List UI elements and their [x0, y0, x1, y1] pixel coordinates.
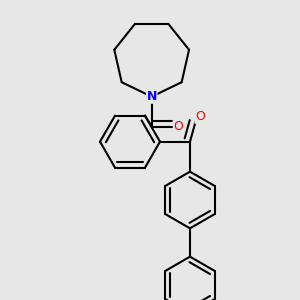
Text: O: O: [195, 110, 205, 123]
Text: N: N: [146, 90, 157, 103]
Text: O: O: [173, 120, 183, 133]
